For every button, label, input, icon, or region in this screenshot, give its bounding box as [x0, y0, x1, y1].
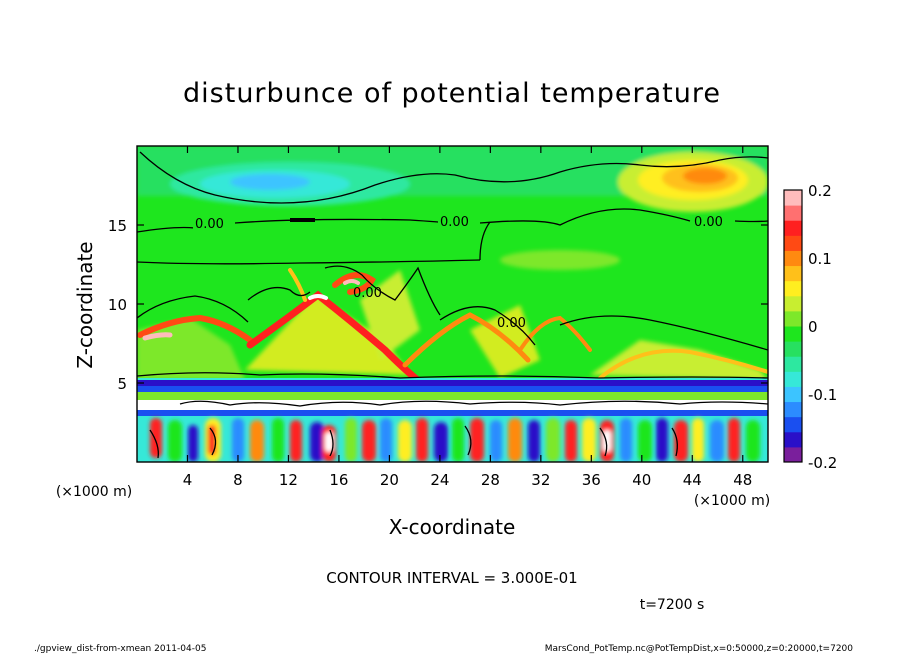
y-axis-ticks: 5 10 15	[108, 217, 768, 393]
colorbar-swatch-17	[784, 190, 802, 206]
contour-label-3: 0.00	[694, 215, 723, 230]
x-tick-label-6: 28	[481, 471, 500, 489]
colorbar-swatch-0	[784, 446, 802, 463]
x-axis-ticks: 4 8 12 16 20 24 28 32 36 40 44 48	[183, 146, 752, 489]
contour-label-2: 0.00	[440, 215, 469, 230]
x-tick-label-5: 24	[430, 471, 449, 489]
colorbar-swatch-3	[784, 401, 802, 418]
colorbar-label-1: 0.1	[808, 250, 832, 268]
colorbar-swatch-5	[784, 371, 802, 387]
x-axis-label: X-coordinate	[389, 515, 516, 539]
x-unit-label: (×1000 m)	[694, 493, 770, 509]
time-text: t=7200 s	[640, 597, 705, 613]
y-unit-label: (×1000 m)	[56, 484, 132, 500]
x-tick-label-4: 20	[380, 471, 399, 489]
colorbar-swatch-8	[784, 326, 802, 342]
chart-title: disturbunce of potential temperature	[183, 78, 721, 109]
contour-label-group: 0.00 0.00 0.00 0.00 0.00	[193, 215, 734, 331]
contour-label-1: 0.00	[195, 217, 224, 232]
colorbar-label-3: -0.1	[808, 386, 837, 404]
x-tick-label-7: 32	[531, 471, 550, 489]
y-tick-label-1: 10	[108, 296, 127, 314]
upper-field	[137, 146, 768, 270]
colorbar-swatch-9	[784, 310, 802, 327]
y-axis-label: Z-coordinate	[73, 241, 97, 368]
y-tick-label-0: 5	[117, 375, 127, 393]
footer-left: ./gpview_dist-from-xmean 2011-04-05	[34, 644, 206, 654]
x-tick-label-8: 36	[582, 471, 601, 489]
convective-cells	[150, 418, 760, 462]
x-tick-label-2: 12	[279, 471, 298, 489]
x-tick-label-0: 4	[183, 471, 193, 489]
colorbar-swatch-14	[784, 235, 802, 251]
colorbar-swatch-2	[784, 416, 802, 433]
colorbar-frame	[783, 189, 803, 463]
x-tick-label-11: 48	[733, 471, 752, 489]
heating-streaks	[137, 268, 768, 386]
contour-interval-text: CONTOUR INTERVAL = 3.000E-01	[326, 569, 577, 587]
colorbar-swatch-15	[784, 220, 802, 236]
colorbar-swatch-1	[784, 431, 802, 448]
x-tick-label-9: 40	[632, 471, 651, 489]
colorbar-label-0: 0.2	[808, 182, 832, 200]
contour-label-5: 0.00	[497, 316, 526, 331]
colorbar-swatch-4	[784, 386, 802, 403]
colorbar-swatch-11	[784, 280, 802, 297]
colorbar-swatch-13	[784, 250, 802, 267]
x-tick-label-3: 16	[329, 471, 348, 489]
y-tick-label-2: 15	[108, 217, 127, 235]
colorbar-swatch-7	[784, 341, 802, 357]
x-tick-label-10: 44	[683, 471, 702, 489]
colorbar-swatch-10	[784, 295, 802, 312]
colorbar-label-4: -0.2	[808, 454, 837, 472]
colorbar-swatch-6	[784, 356, 802, 372]
plot-area: 0.00 0.00 0.00 0.00 0.00	[137, 146, 768, 462]
contour-lines	[137, 151, 768, 459]
colorbar: 0.2 0.1 0 -0.1 -0.2	[783, 182, 837, 472]
contour-label-4: 0.00	[353, 286, 382, 301]
x-tick-label-1: 8	[233, 471, 243, 489]
colorbar-swatch-16	[784, 205, 802, 221]
footer-right: MarsCond_PotTemp.nc@PotTempDist,x=0:5000…	[545, 644, 854, 654]
colorbar-label-2: 0	[808, 318, 818, 336]
colorbar-swatch-12	[784, 265, 802, 282]
